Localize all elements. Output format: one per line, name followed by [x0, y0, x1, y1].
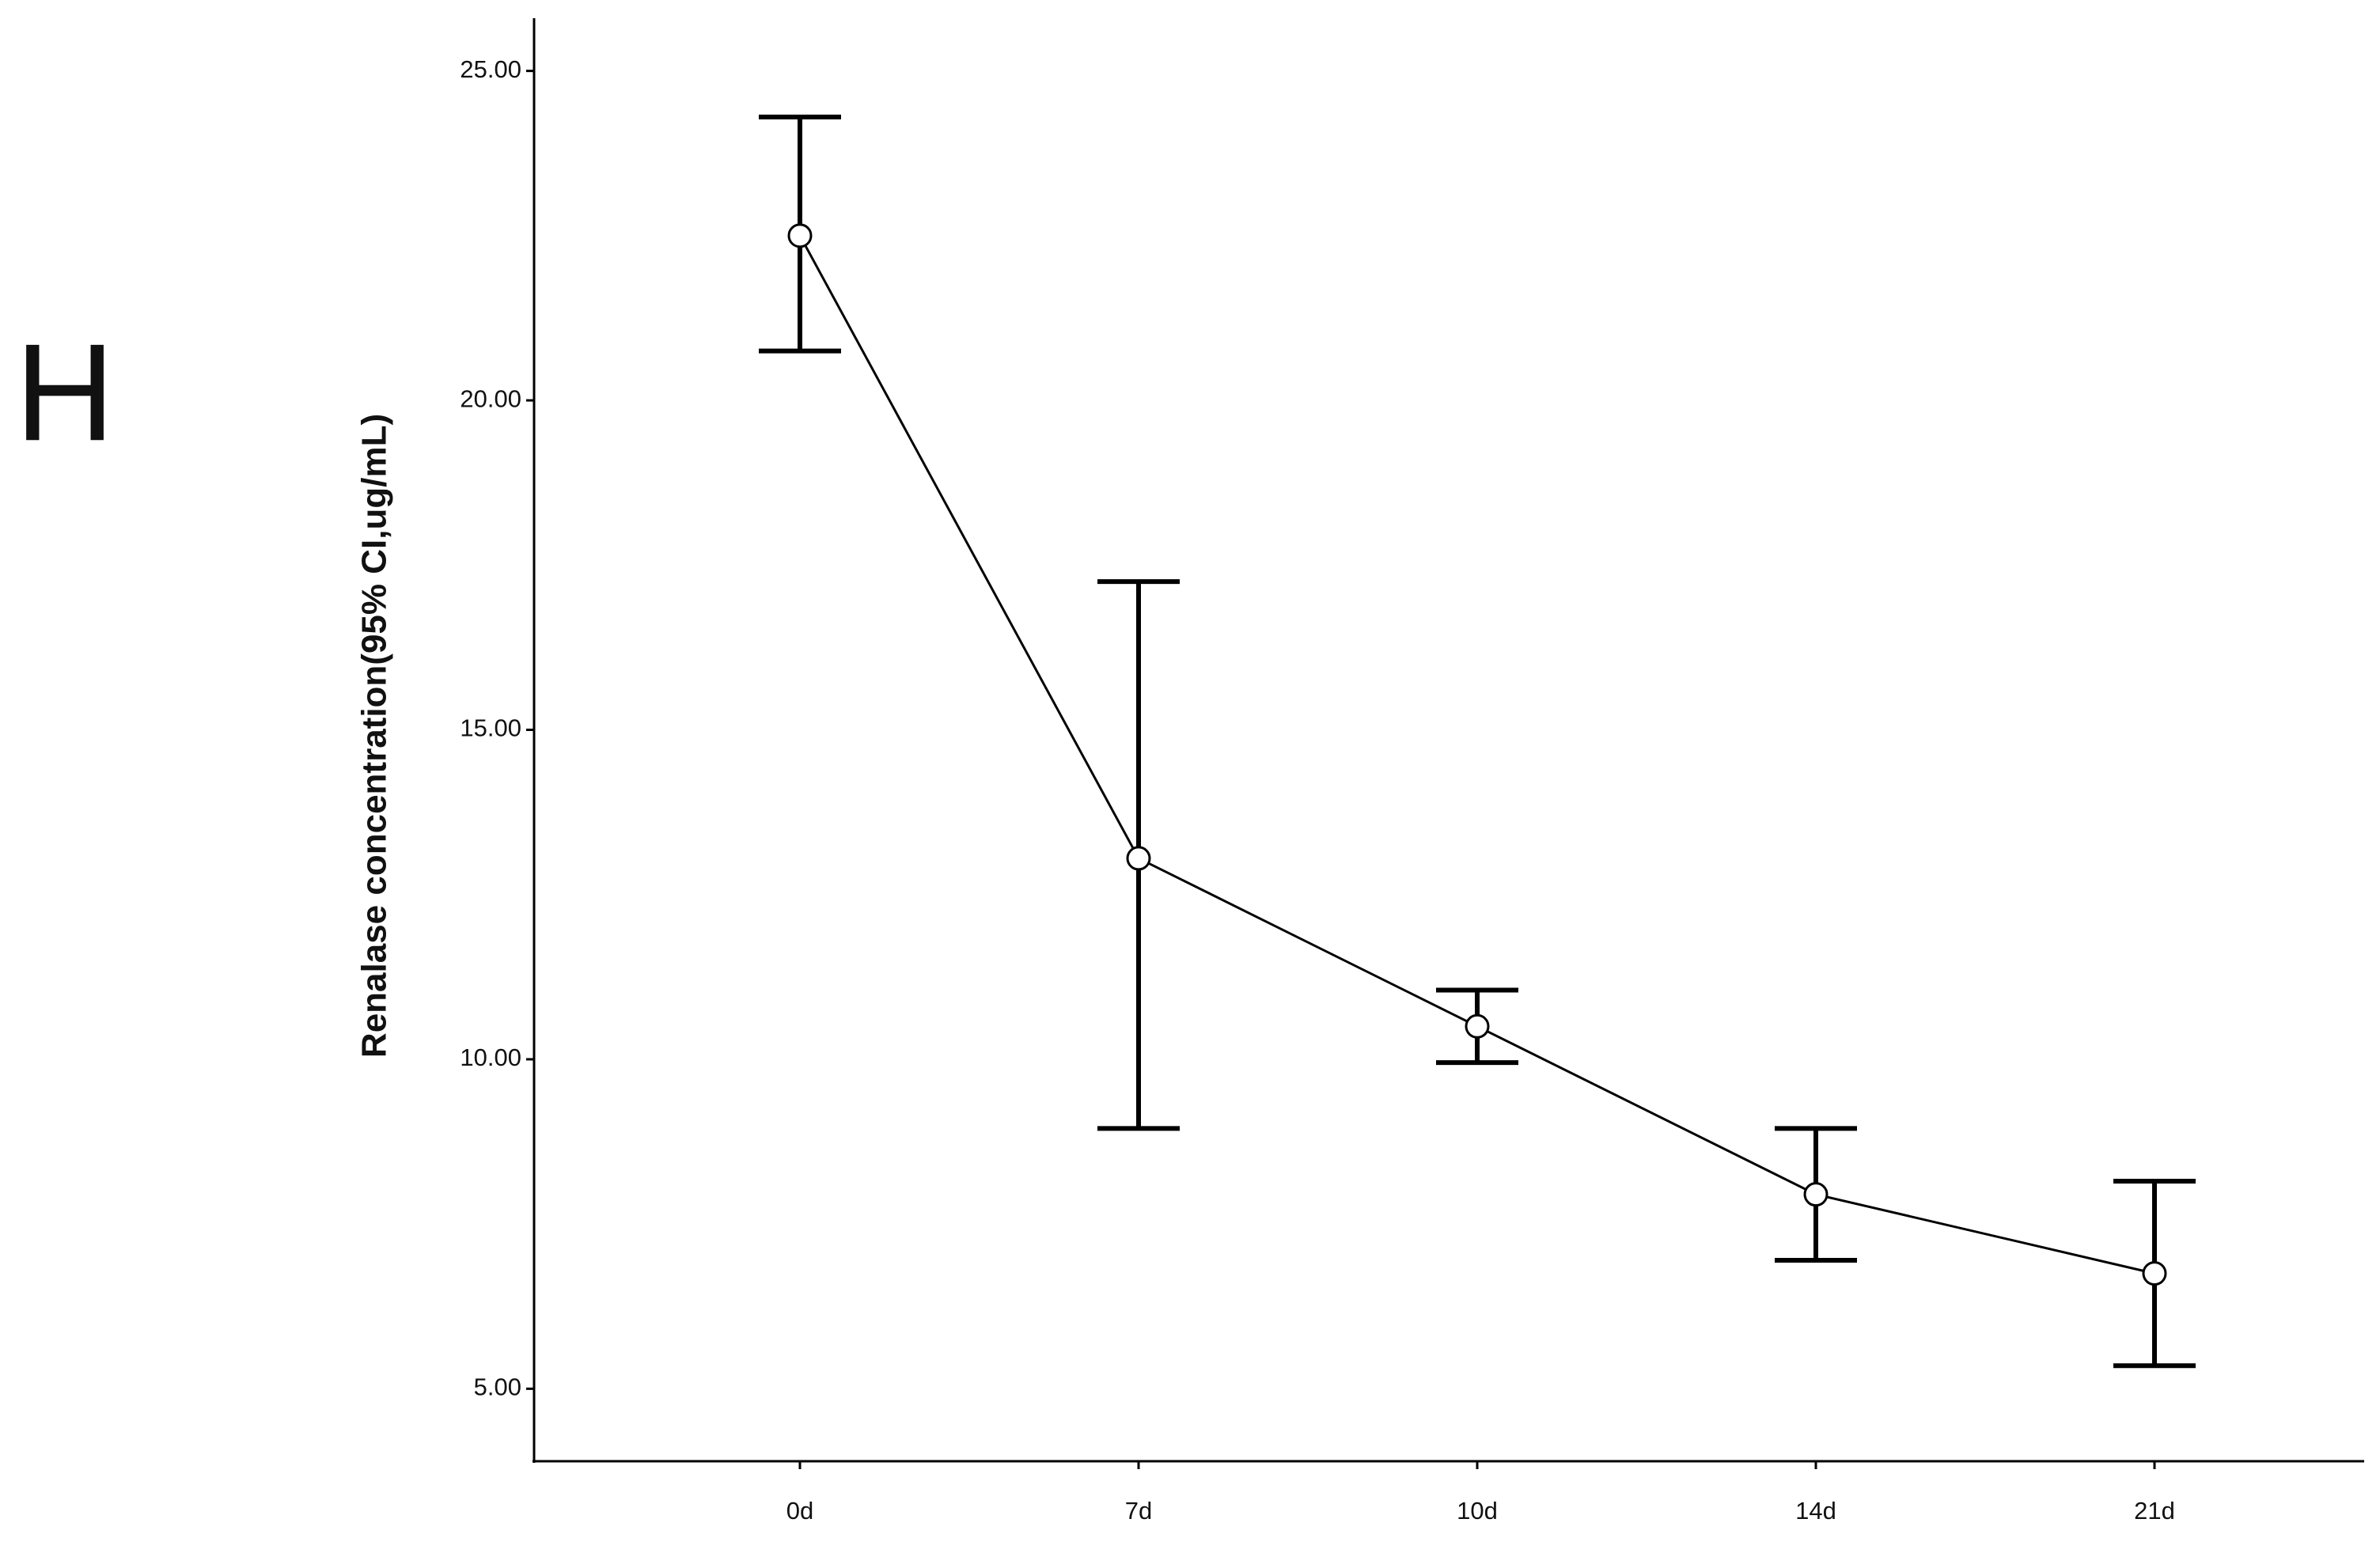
x-tick-label: 21d [2134, 1497, 2175, 1525]
data-point [1803, 1182, 1829, 1207]
y-tick-label: 10.00 [460, 1044, 521, 1071]
data-point [2142, 1261, 2167, 1286]
y-tick-label: 5.00 [474, 1373, 521, 1401]
y-tick-label: 15.00 [460, 714, 521, 742]
y-axis-label: Renalase concentration(95% CI,ug/mL) [355, 414, 394, 1058]
x-tick-label: 7d [1125, 1497, 1152, 1525]
y-tick-label: 20.00 [460, 384, 521, 412]
data-point [787, 223, 813, 248]
x-tick-label: 0d [786, 1497, 813, 1525]
panel-label: H [15, 316, 115, 470]
data-line [798, 235, 2155, 1275]
data-point [1126, 846, 1151, 871]
data-point [1465, 1013, 1490, 1039]
y-tick-label: 25.00 [460, 55, 521, 83]
x-tick-label: 14d [1795, 1497, 1836, 1525]
x-tick-label: 10d [1457, 1497, 1498, 1525]
